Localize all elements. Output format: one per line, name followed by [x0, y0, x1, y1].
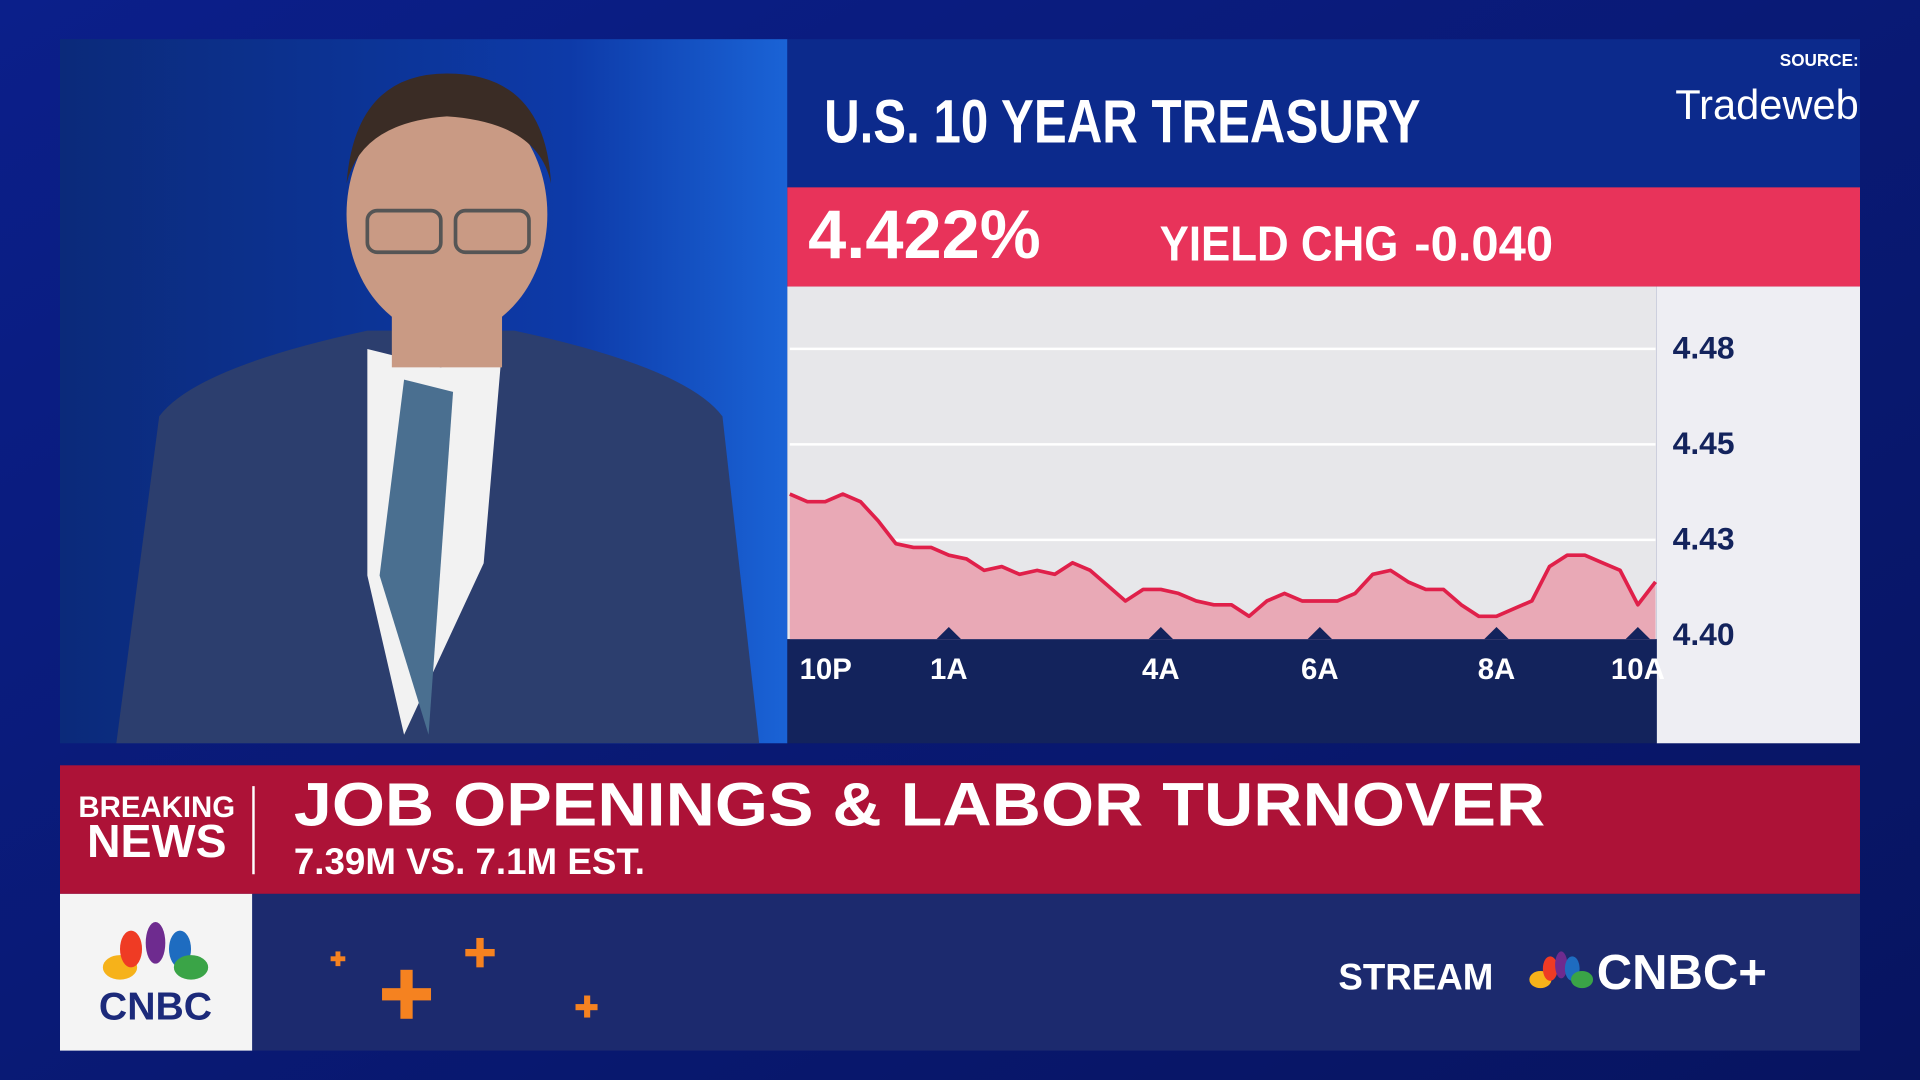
source-label: SOURCE: — [1780, 50, 1859, 70]
ticker-strip — [252, 893, 1861, 1051]
y-tick-label: 4.48 — [1673, 330, 1735, 366]
chart-title: U.S. 10 YEAR TREASURY — [824, 87, 1420, 155]
y-tick-label: 4.40 — [1673, 616, 1735, 652]
quote-band — [787, 187, 1860, 287]
x-tick — [936, 626, 962, 640]
change-value: -0.040 — [1414, 217, 1553, 271]
news-tag: NEWS — [87, 815, 227, 867]
quote-price: 4.422% — [808, 196, 1041, 273]
x-tick-label: 10P — [800, 653, 852, 686]
line — [789, 492, 1657, 619]
chart-header — [787, 39, 1860, 188]
x-tick — [1307, 626, 1333, 640]
area — [789, 494, 1656, 640]
x-tick-label: 1A — [930, 653, 968, 686]
subline: 7.39M VS. 7.1M EST. — [294, 841, 645, 882]
x-tick-label: 10A — [1611, 653, 1665, 686]
source-name: Tradeweb — [1675, 81, 1859, 128]
headline: JOB OPENINGS & LABOR TURNOVER — [294, 771, 1545, 839]
stream-service: CNBC+ — [1597, 946, 1767, 1000]
change-label: YIELD CHG — [1160, 217, 1399, 271]
chart: 4.40 4.43 4.45 4.48 10P 1A 4A 6A 8A 10A — [789, 330, 1735, 686]
x-tick-label: 6A — [1301, 653, 1339, 686]
logo-text: CNBC — [99, 985, 212, 1028]
peacock-small — [1529, 951, 1594, 989]
breaking-tag: BREAKING — [78, 791, 235, 824]
anchor-figure — [116, 73, 760, 744]
decor — [330, 937, 598, 1019]
x-axis-strip — [787, 639, 1657, 744]
x-tick-label: 4A — [1142, 653, 1180, 686]
y-tick-label: 4.45 — [1673, 425, 1735, 461]
x-tick — [1484, 626, 1509, 640]
lower-third — [60, 765, 1860, 894]
x-tick — [1148, 626, 1174, 640]
peacock — [102, 922, 209, 980]
x-tick-label: 8A — [1478, 653, 1516, 686]
stream-label: STREAM — [1338, 956, 1493, 997]
x-tick — [1625, 626, 1651, 640]
logo-box — [60, 893, 253, 1051]
y-axis-panel — [1656, 286, 1860, 744]
y-tick-label: 4.43 — [1673, 520, 1735, 556]
